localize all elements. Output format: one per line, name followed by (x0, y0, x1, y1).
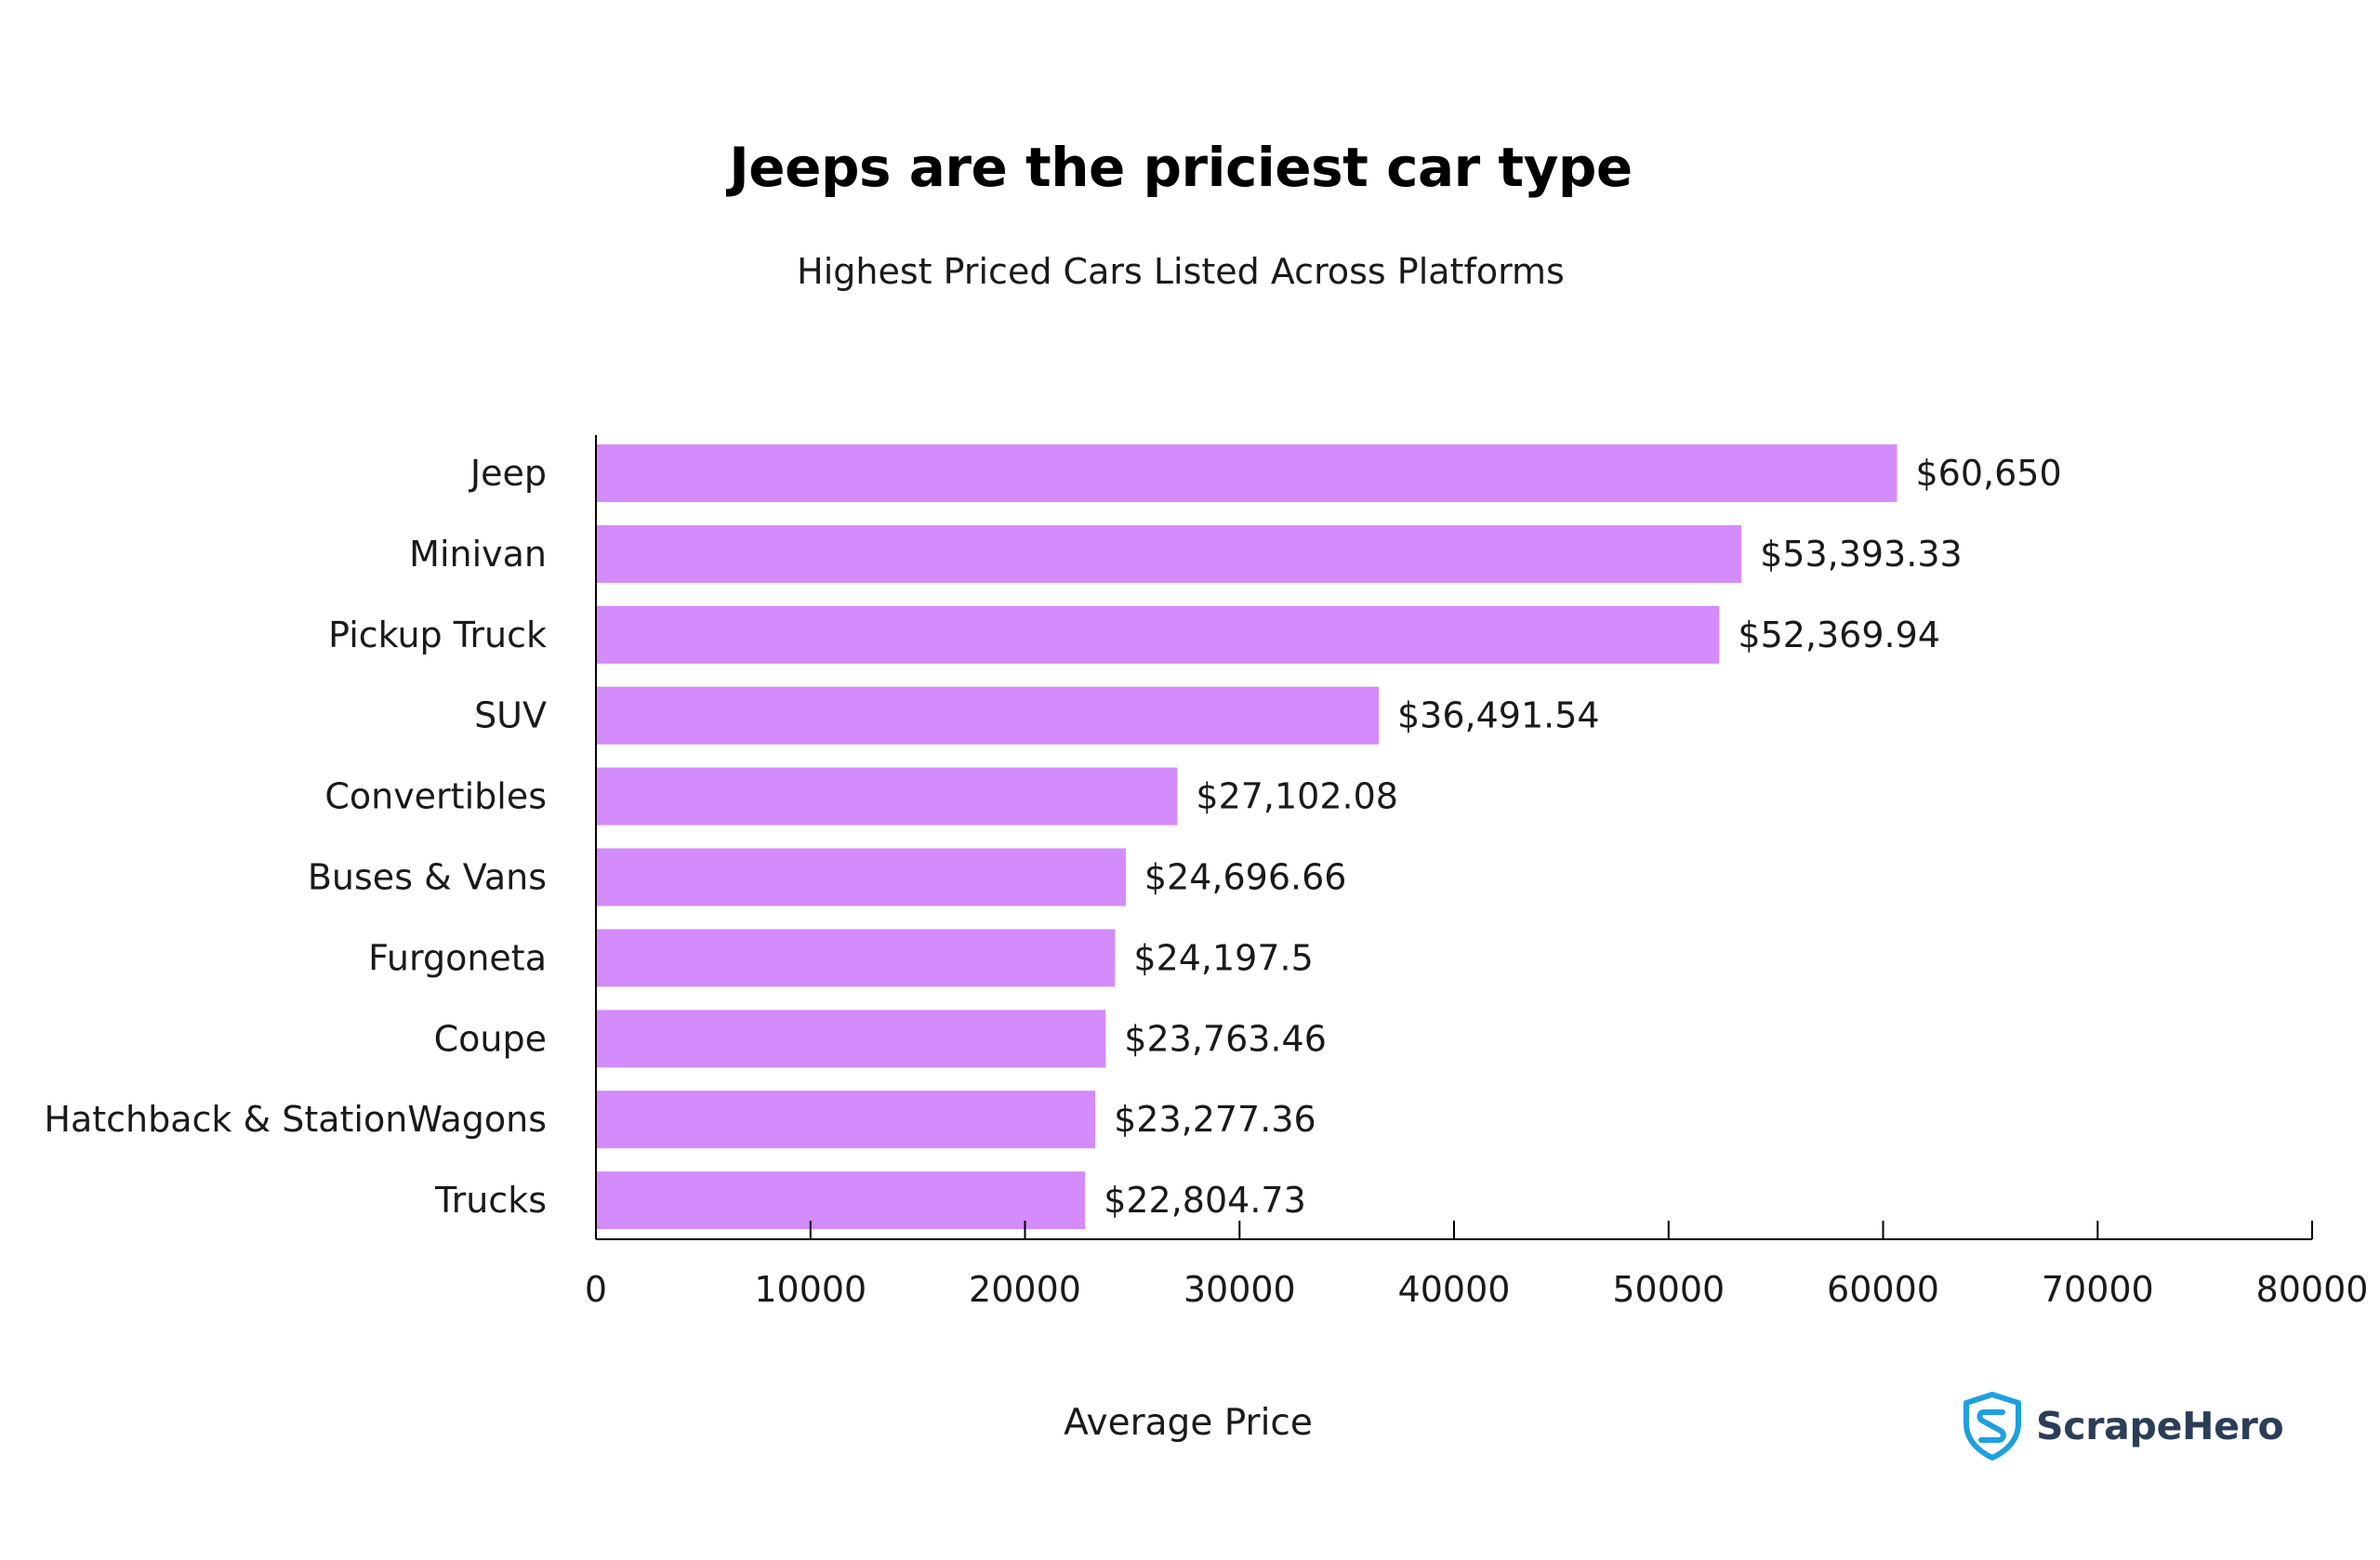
x-tick-label-70000: 70000 (2042, 1269, 2154, 1310)
value-label-pickup-truck: $52,369.94 (1738, 615, 1940, 655)
value-label-jeep: $60,650 (1916, 453, 2062, 494)
value-label-buses-vans: $24,696.66 (1144, 857, 1347, 898)
category-label-coupe: Coupe (434, 1018, 547, 1059)
category-label-jeep: Jeep (469, 453, 547, 494)
value-label-hatchback-stationwagons: $23,277.36 (1114, 1099, 1316, 1140)
x-tick-label-50000: 50000 (1612, 1269, 1725, 1310)
x-tick-label-40000: 40000 (1398, 1269, 1511, 1310)
value-label-furgoneta: $24,197.5 (1133, 937, 1313, 978)
bar-minivan (596, 524, 1742, 583)
x-axis-title: Average Price (1064, 1402, 1313, 1444)
x-tick-label-10000: 10000 (754, 1269, 866, 1310)
bar-buses-vans (596, 848, 1126, 906)
x-tick-label-0: 0 (585, 1269, 607, 1310)
bar-convertibles (596, 767, 1178, 826)
x-tick-label-30000: 30000 (1183, 1269, 1296, 1310)
bar-coupe (596, 1010, 1106, 1068)
bar-jeep (596, 444, 1897, 502)
category-label-trucks: Trucks (434, 1180, 547, 1221)
x-tick-label-20000: 20000 (969, 1269, 1081, 1310)
x-axis: 0 10000 20000 30000 40000 50000 60000 70000 8000… (585, 435, 2369, 1310)
chart-title: Jeeps are the priciest car type (729, 136, 1633, 199)
bar-trucks (596, 1171, 1086, 1230)
value-label-trucks: $22,804.73 (1104, 1180, 1306, 1221)
bar-hatchback-stationwagons (596, 1091, 1096, 1149)
shield-s-logo-icon (1964, 1392, 2021, 1461)
value-label-minivan: $53,393.33 (1760, 534, 1963, 575)
category-label-furgoneta: Furgoneta (368, 937, 547, 978)
value-label-suv: $36,491.54 (1397, 695, 1600, 736)
category-label-buses-vans: Buses & Vans (308, 857, 547, 898)
x-tick-label-80000: 80000 (2256, 1269, 2369, 1310)
value-labels: $60,650 $53,393.33 $52,369.94 $36,491.54 $27… (1104, 453, 2061, 1221)
category-label-hatchback-stationwagons: Hatchback & StationWagons (44, 1099, 547, 1140)
chart-subtitle: Highest Priced Cars Listed Across Platfo… (797, 251, 1565, 292)
x-tick-label-60000: 60000 (1827, 1269, 1939, 1310)
bar-pickup-truck (596, 605, 1720, 664)
bar-suv (596, 686, 1379, 745)
category-label-suv: SUV (474, 695, 547, 736)
category-labels: Jeep Minivan Pickup Truck SUV Convertibles Bu… (44, 453, 547, 1221)
value-label-convertibles: $27,102.08 (1196, 776, 1398, 817)
value-label-coupe: $23,763.46 (1124, 1018, 1327, 1059)
bars (596, 444, 1897, 1230)
category-label-minivan: Minivan (409, 534, 547, 575)
category-label-pickup-truck: Pickup Truck (328, 615, 547, 655)
bar-furgoneta (596, 929, 1116, 987)
category-label-convertibles: Convertibles (324, 776, 547, 817)
brand-logo: ScrapeHero (1962, 1389, 2284, 1463)
brand-name: ScrapeHero (2036, 1404, 2284, 1448)
